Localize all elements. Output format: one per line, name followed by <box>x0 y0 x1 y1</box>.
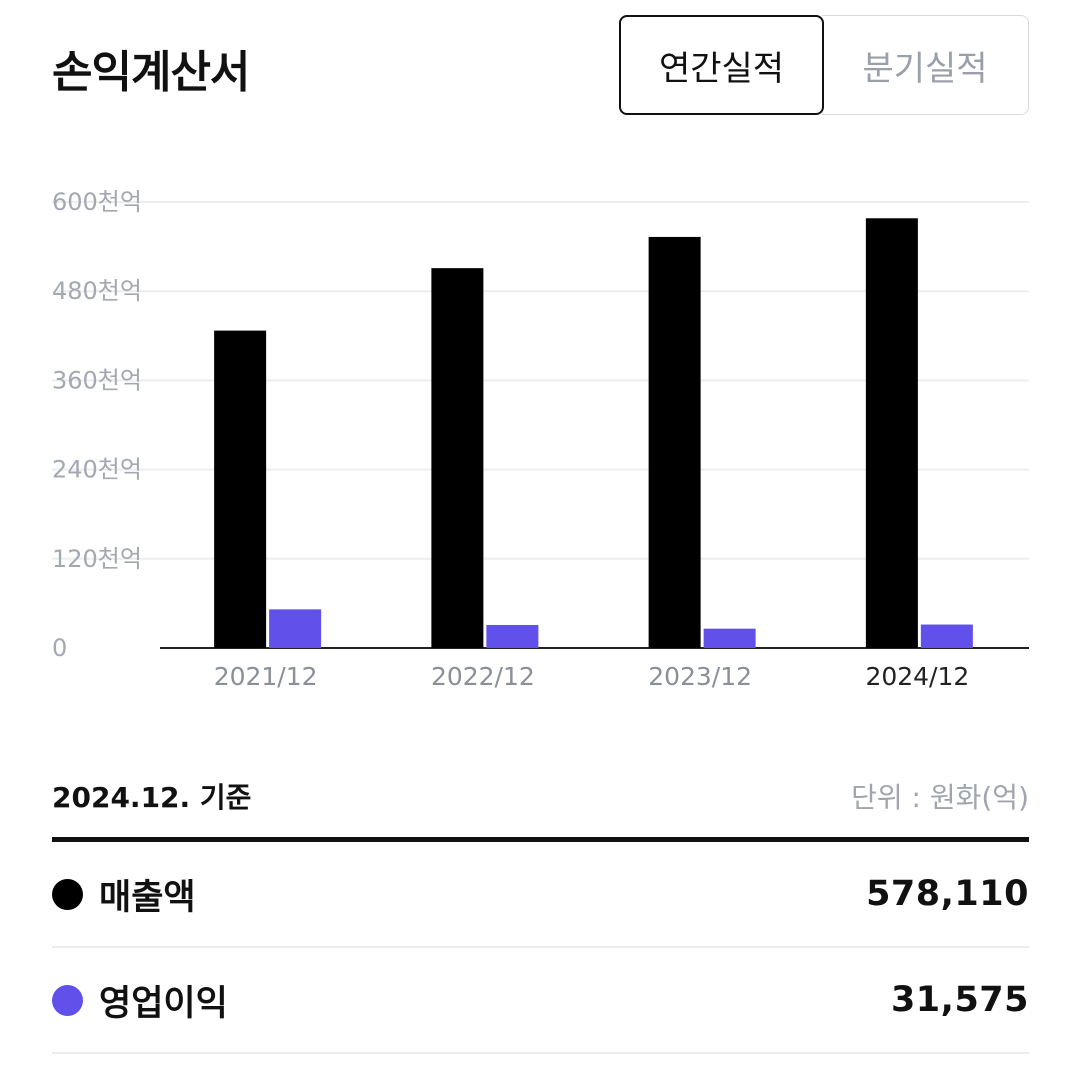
y-tick-label: 0 <box>52 634 67 662</box>
y-tick-label: 240천억 <box>52 456 142 484</box>
revenue-legend-dot <box>52 878 83 910</box>
income-chart: 0 120천억 240천억 360천억 480천억 600천억 2021/12 2022/12… <box>52 188 1029 691</box>
y-tick-label: 480천억 <box>52 277 142 305</box>
page-title: 손익계산서 <box>52 47 250 98</box>
basis-date: 2024.12. 기준 <box>52 781 252 814</box>
operating-profit-label: 영업이익 <box>99 983 228 1024</box>
bar-operating-profit <box>269 609 322 648</box>
tab-quarterly[interactable]: 분기실적 <box>822 15 1029 115</box>
divider <box>52 837 1029 842</box>
bar-revenue <box>648 236 701 648</box>
bar-revenue <box>865 218 918 648</box>
bar-revenue <box>431 268 484 648</box>
period-toggle: 연간실적 분기실적 <box>619 15 1029 115</box>
operating-profit-legend-dot <box>52 984 83 1016</box>
operating-profit-value: 31,575 <box>890 980 1029 1020</box>
revenue-value: 578,110 <box>866 874 1029 914</box>
y-tick-label: 120천억 <box>52 545 142 573</box>
bar-operating-profit <box>920 624 973 648</box>
bar-operating-profit <box>703 628 756 648</box>
x-tick-label: 2021/12 <box>214 662 318 691</box>
summary-row-operating-profit: 영업이익 31,575 <box>52 948 1029 1054</box>
x-tick-label: 2024/12 <box>865 662 969 691</box>
y-tick-label: 600천억 <box>52 188 142 216</box>
y-tick-label: 360천억 <box>52 366 142 394</box>
summary-row-revenue: 매출액 578,110 <box>52 842 1029 948</box>
bar-revenue <box>214 330 267 648</box>
unit-label: 단위 : 원화(억) <box>851 781 1029 814</box>
bar-operating-profit <box>486 624 539 648</box>
tab-annual[interactable]: 연간실적 <box>619 15 824 115</box>
x-tick-label: 2022/12 <box>431 662 535 691</box>
x-tick-label: 2023/12 <box>648 662 752 691</box>
revenue-label: 매출액 <box>99 877 196 918</box>
